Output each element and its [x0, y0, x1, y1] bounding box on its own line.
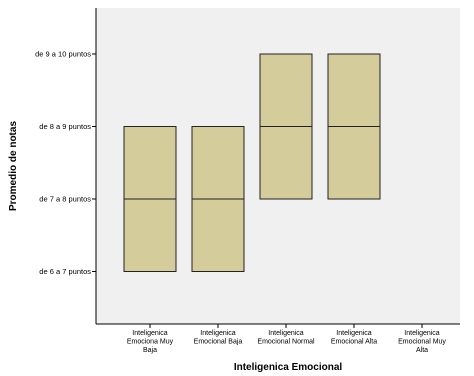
bar-upper-segment-3	[327, 53, 381, 127]
bar-lower-segment-0	[123, 198, 177, 272]
y-ticks: de 6 a 7 puntos de 7 a 8 puntos de 8 a 9 p…	[35, 50, 96, 276]
y-tick-label: de 9 a 10 puntos	[35, 50, 91, 59]
x-category-label: Inteligenica Emocional Alta	[331, 330, 377, 346]
bar-upper-segment-1	[191, 126, 245, 200]
x-category-labels: Inteligenica Emociona Muy Baja Inteligenica…	[127, 324, 446, 354]
x-category-label: Inteligenica Emocional Normal	[257, 330, 315, 346]
bar-upper-segment-0	[123, 126, 177, 200]
bar-lower-segment-1	[191, 198, 245, 272]
y-tick-label: de 7 a 8 puntos	[39, 195, 91, 204]
y-axis-title: Promedio de notas	[8, 121, 19, 211]
y-tick-label: de 6 a 7 puntos	[39, 267, 91, 276]
x-category-label: Inteligenica Emocional Muy Alta	[398, 330, 446, 354]
x-category-label: Inteligenica Emociona Muy Baja	[127, 330, 174, 354]
x-category-label: Inteligenica Emocional Baja	[194, 330, 243, 346]
bar-lower-segment-2	[259, 126, 313, 200]
y-tick-label: de 8 a 9 puntos	[39, 122, 91, 131]
bars	[123, 53, 381, 272]
bar-upper-segment-2	[259, 53, 313, 127]
bar-lower-segment-3	[327, 126, 381, 200]
x-axis-title: Inteligenica Emocional	[234, 362, 343, 373]
